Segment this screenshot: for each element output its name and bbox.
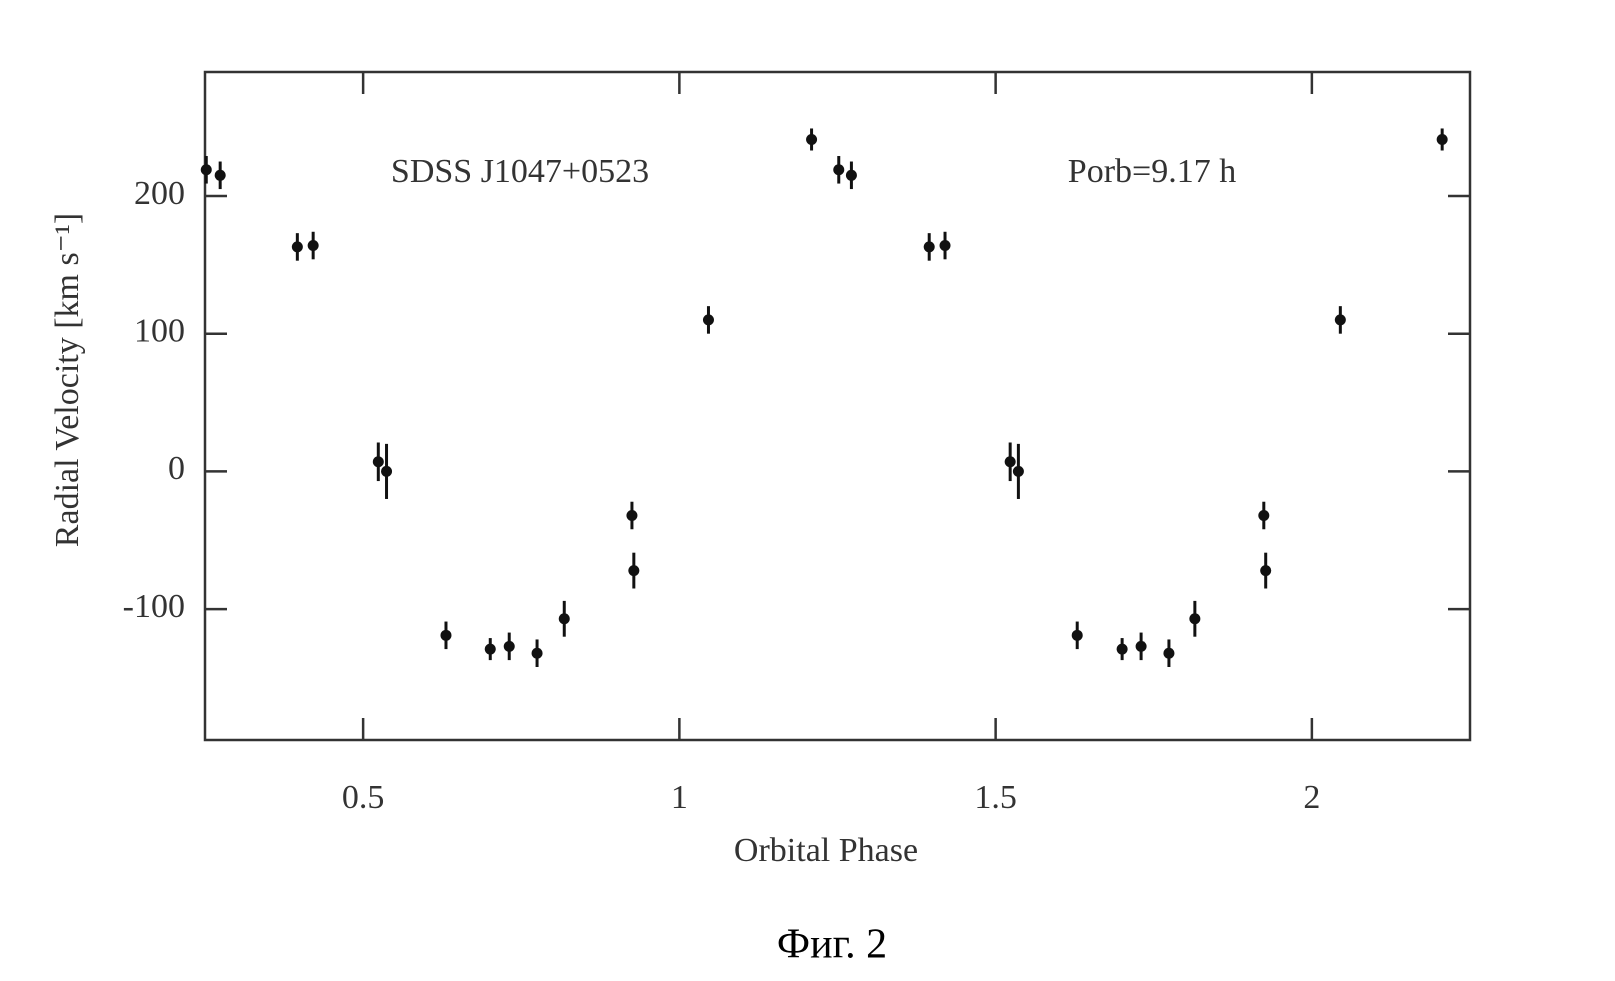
data-point bbox=[1004, 456, 1016, 468]
data-point bbox=[702, 314, 714, 326]
y-axis-label: Radial Velocity [km s⁻¹] bbox=[49, 213, 86, 547]
data-point bbox=[484, 643, 496, 655]
data-point bbox=[923, 241, 935, 253]
x-tick-label: 0.5 bbox=[342, 779, 385, 816]
data-point bbox=[626, 509, 638, 521]
y-tick-label: 100 bbox=[134, 312, 185, 349]
y-tick-label: 200 bbox=[134, 175, 185, 212]
data-point bbox=[503, 640, 515, 652]
caption: Фиг. 2 bbox=[777, 922, 887, 968]
x-tick-label: 1 bbox=[671, 779, 688, 816]
data-point bbox=[200, 164, 212, 176]
data-point bbox=[1260, 565, 1272, 577]
data-point bbox=[381, 465, 393, 477]
data-point bbox=[1116, 643, 1128, 655]
data-point bbox=[1189, 613, 1201, 625]
annotation: SDSS J1047+0523 bbox=[391, 153, 649, 190]
x-tick-label: 2 bbox=[1303, 779, 1320, 816]
data-point bbox=[939, 240, 951, 252]
data-point bbox=[372, 456, 384, 468]
data-point bbox=[628, 565, 640, 577]
data-point bbox=[1012, 465, 1024, 477]
data-point bbox=[214, 169, 226, 181]
data-point bbox=[1135, 640, 1147, 652]
data-point bbox=[558, 613, 570, 625]
x-axis-label: Orbital Phase bbox=[734, 832, 918, 869]
data-point bbox=[531, 647, 543, 659]
data-point bbox=[1071, 629, 1083, 641]
y-tick-label: -100 bbox=[123, 588, 185, 625]
data-point bbox=[291, 241, 303, 253]
plot-frame bbox=[203, 70, 1472, 742]
data-point bbox=[440, 629, 452, 641]
data-point bbox=[1334, 314, 1346, 326]
data-point bbox=[1258, 509, 1270, 521]
data-point bbox=[1163, 647, 1175, 659]
data-point bbox=[806, 133, 818, 145]
data-point bbox=[1436, 133, 1448, 145]
x-tick-label: 1.5 bbox=[974, 779, 1017, 816]
data-point bbox=[307, 240, 319, 252]
y-tick-label: 0 bbox=[168, 450, 185, 487]
data-point bbox=[833, 164, 845, 176]
annotation: Porb=9.17 h bbox=[1068, 153, 1236, 190]
data-point bbox=[845, 169, 857, 181]
